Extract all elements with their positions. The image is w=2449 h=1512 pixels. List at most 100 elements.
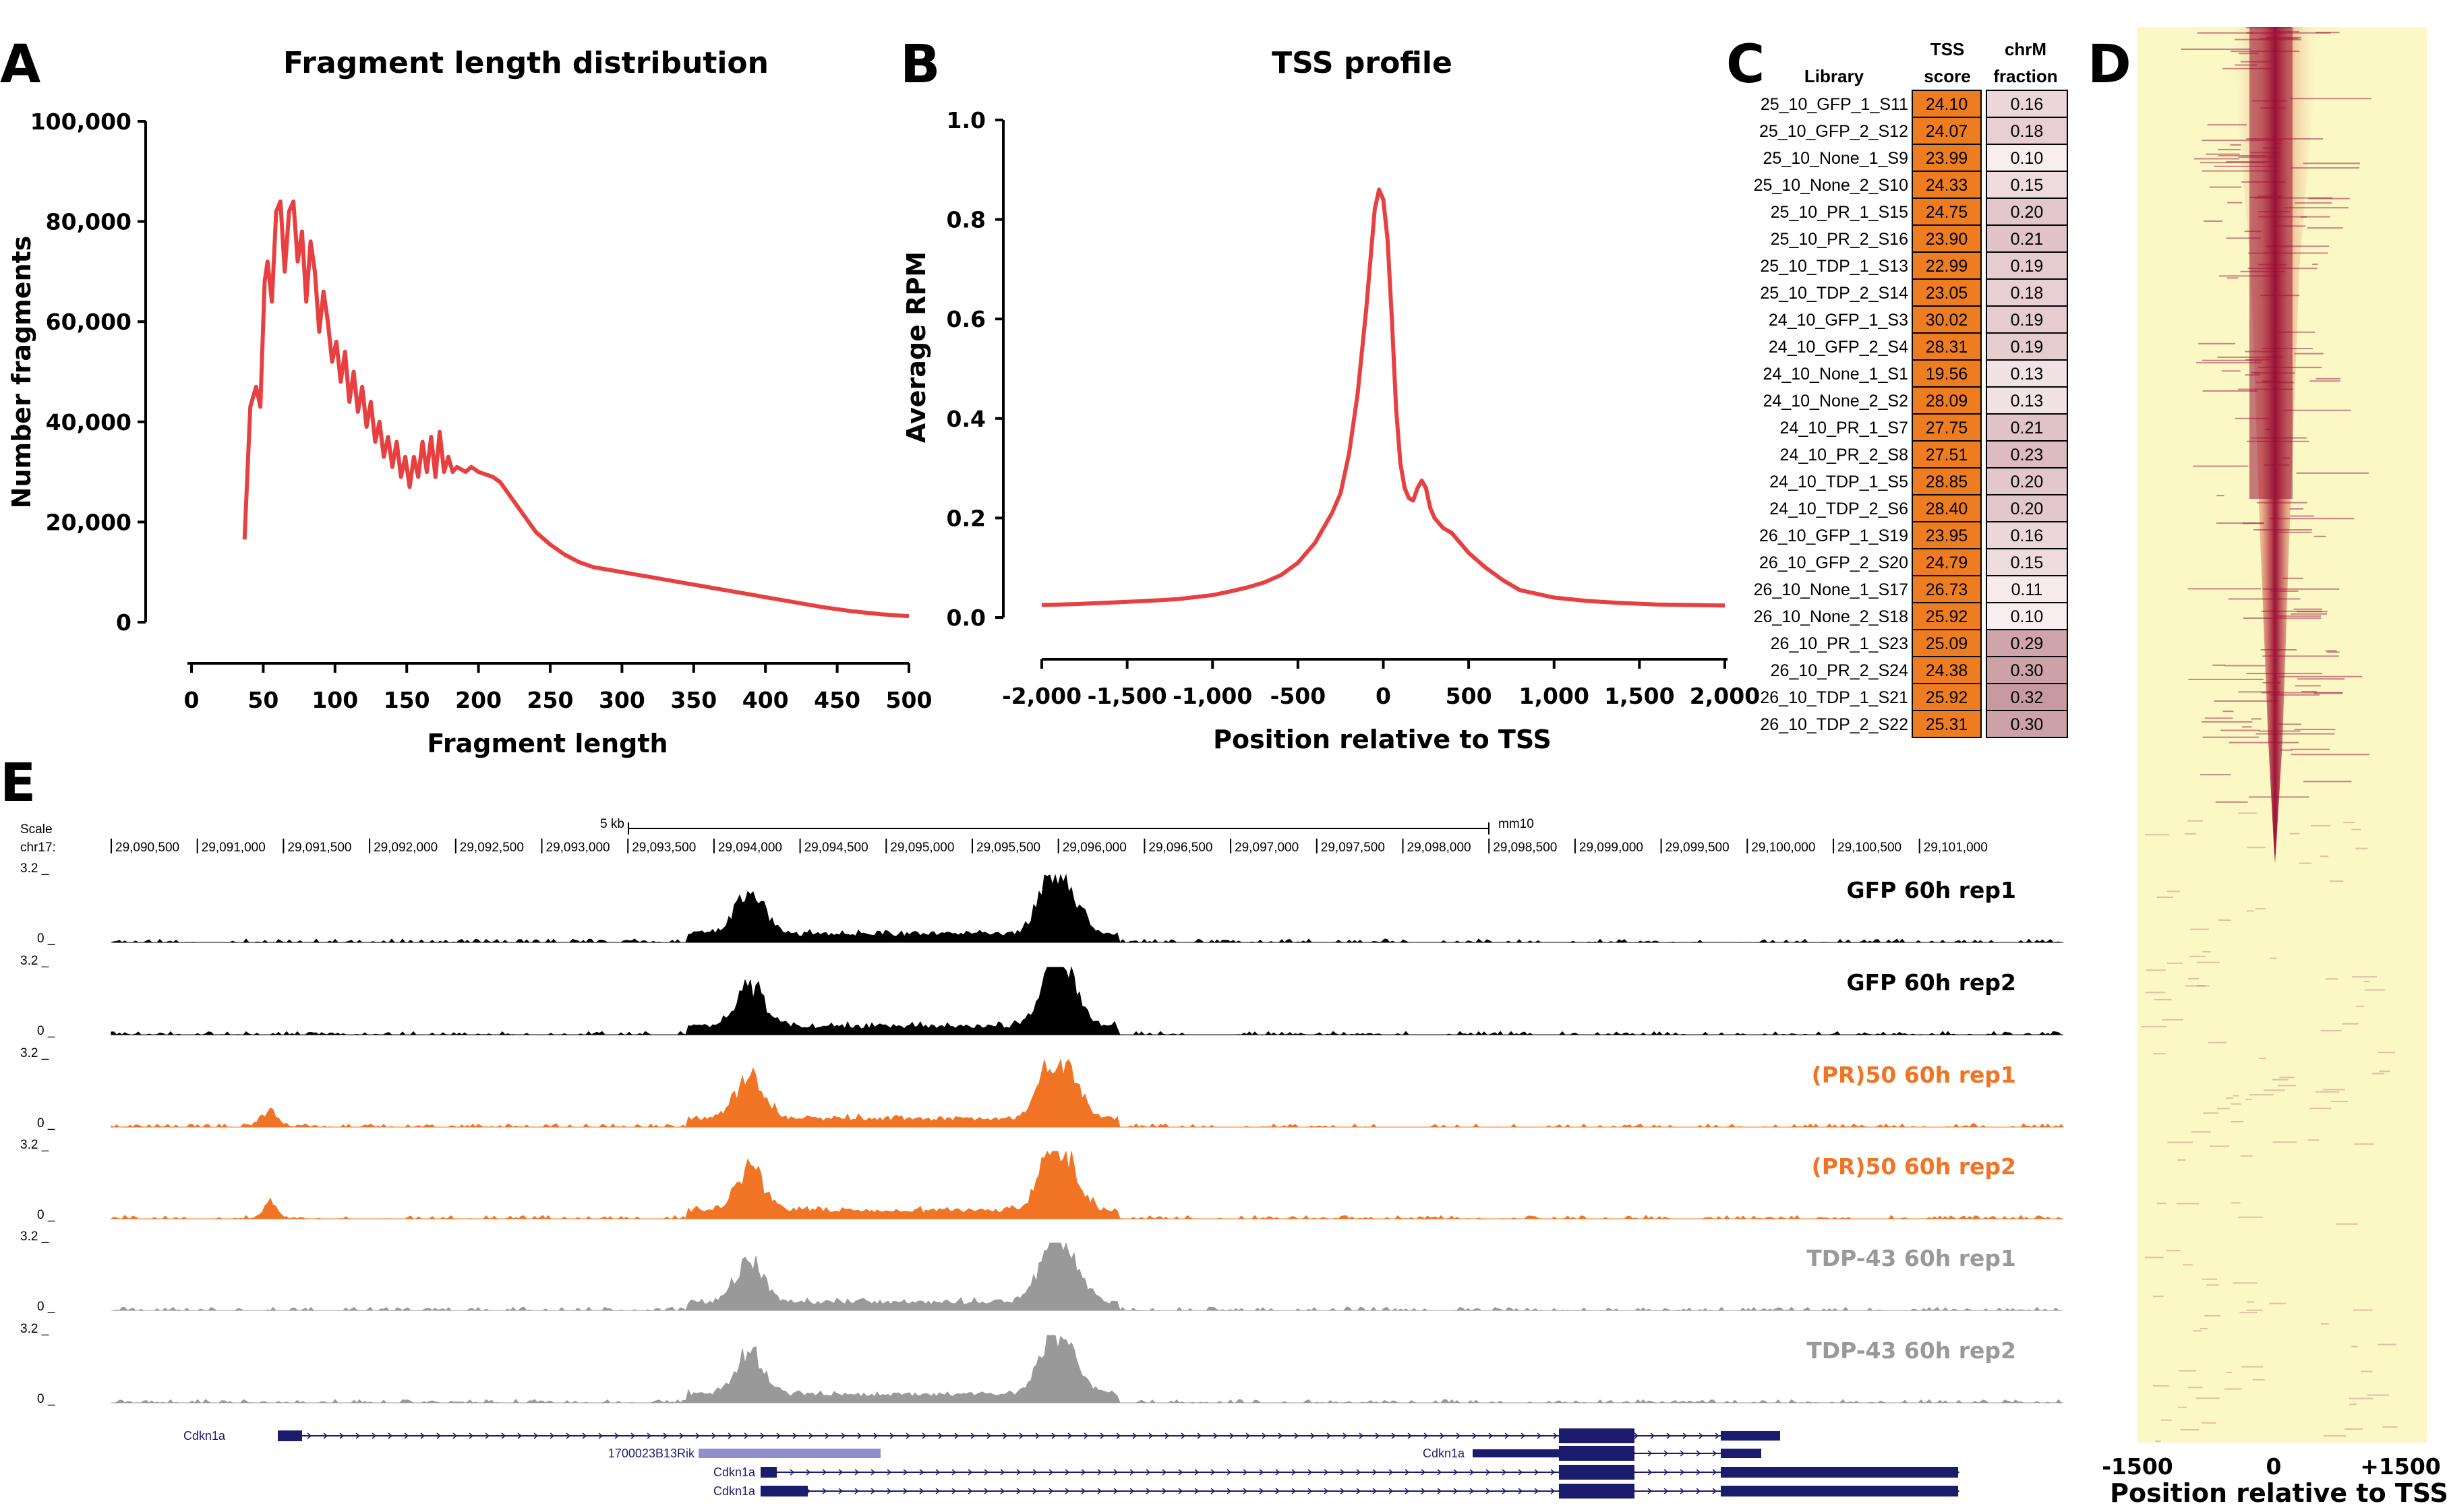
track-name: TDP-43 60h rep1 (1806, 1245, 2016, 1271)
table-cell-chrm: 0.23 (2011, 446, 2044, 464)
browser-chrom-label: chr17: (20, 841, 56, 855)
chart-b-title: TSS profile (1272, 46, 1452, 80)
table-cell-chrm-bg (1986, 359, 2068, 388)
table-cell-library: 25_10_None_1_S9 (1763, 149, 1908, 168)
coordinate-label: 29,098,500 (1493, 841, 1557, 855)
table-cell-tss: 23.95 (1926, 526, 1968, 545)
track: 3.2 _ 0 _ GFP 60h rep2 (20, 954, 2063, 1038)
table-cell-tss-bg (1912, 521, 1982, 549)
chart-a-y-tick-label: 80,000 (46, 209, 131, 235)
heatmap-tick-left: -1500 (2102, 1453, 2173, 1480)
coordinate-label: 29,098,000 (1407, 841, 1471, 855)
gene-exon (761, 1467, 777, 1478)
panel-label-d: D (2088, 34, 2131, 95)
coordinate-label: 29,100,000 (1751, 841, 1815, 855)
table-cell-library: 25_10_TDP_1_S13 (1760, 257, 1908, 276)
table-cell-library: 25_10_None_2_S10 (1754, 176, 1908, 195)
coordinate-label: 29,091,500 (287, 841, 351, 855)
table-cell-chrm: 0.21 (2011, 419, 2044, 437)
table-row: 26_10_GFP_2_S20 24.79 0.15 (1759, 548, 2068, 576)
table-row: 24_10_TDP_2_S6 28.40 0.20 (1769, 494, 2068, 522)
table-cell-chrm-bg (1986, 710, 2068, 738)
table-row: 26_10_TDP_2_S22 25.31 0.30 (1760, 710, 2068, 738)
table-cell-library: 26_10_None_2_S18 (1754, 607, 1908, 626)
heatmap-tick-right: +1500 (2360, 1453, 2441, 1480)
track-min-label: 0 _ (37, 1208, 55, 1222)
gene-exon (1721, 1449, 1761, 1458)
table-cell-chrm-bg (1986, 117, 2068, 145)
chart-a-x-tick-label: 0 (184, 687, 200, 713)
chart-b-y-ticks: 0.0 0.2 0.4 0.6 0.8 1.0 (947, 107, 1003, 631)
table-cell-chrm: 0.20 (2011, 473, 2044, 491)
table-cell-chrm-bg (1986, 144, 2068, 172)
table-cell-tss: 30.02 (1926, 311, 1968, 330)
table-row: 25_10_GFP_2_S12 24.07 0.18 (1759, 117, 2068, 145)
table-cell-tss: 24.79 (1926, 553, 1968, 572)
scale-bar-label: 5 kb (600, 817, 624, 831)
panel-label-a: A (0, 34, 40, 95)
table-cell-tss-bg (1912, 90, 1982, 118)
panel-label-b: B (900, 34, 940, 95)
table-cell-chrm: 0.13 (2011, 365, 2044, 384)
coordinate-label: 29,095,500 (976, 841, 1040, 855)
table-cell-tss: 25.92 (1926, 607, 1968, 626)
table-cell-library: 26_10_TDP_2_S22 (1760, 715, 1908, 734)
table-cell-tss-bg (1912, 494, 1982, 522)
gene-annotations: Cdkn1a 1700023B13Rik Cdkn1a Cdkn1a Cdkn1a (183, 1428, 1960, 1499)
track-min-label: 0 _ (37, 1392, 55, 1406)
table-cell-tss: 19.56 (1926, 365, 1968, 384)
table-cell-tss: 23.90 (1926, 230, 1968, 249)
track-min-label: 0 _ (37, 932, 55, 946)
table-cell-chrm-bg (1986, 602, 2068, 630)
table-cell-library: 24_10_TDP_1_S5 (1769, 473, 1908, 491)
table-cell-tss-bg (1912, 332, 1982, 361)
table-row: 24_10_TDP_1_S5 28.85 0.20 (1769, 467, 2068, 495)
gene-label: Cdkn1a (183, 1429, 226, 1443)
table-cell-chrm-bg (1986, 305, 2068, 334)
gene-exon (1721, 1431, 1780, 1441)
browser-scale-label: Scale (20, 822, 53, 837)
table-row: 24_10_None_1_S1 19.56 0.13 (1763, 359, 2068, 388)
table-header-library: Library (1804, 66, 1864, 86)
chart-b-x-tick-label: -500 (1270, 683, 1326, 709)
gene-exon (278, 1430, 302, 1441)
track-name: GFP 60h rep2 (1847, 969, 2016, 996)
coordinate-label: 29,100,500 (1837, 841, 1901, 855)
table-cell-chrm-bg (1986, 467, 2068, 495)
chart-a-x-tick-label: 500 (886, 687, 933, 713)
table-row: 24_10_PR_1_S7 27.75 0.21 (1780, 413, 2068, 442)
table-row: 26_10_None_2_S18 25.92 0.10 (1754, 602, 2068, 630)
chart-b-x-tick-label: 0 (1376, 683, 1391, 709)
coordinate-label: 29,095,000 (890, 841, 954, 855)
table-cell-chrm: 0.18 (2011, 122, 2044, 141)
table-cell-tss-bg (1912, 386, 1982, 415)
chart-a-x-tick-label: 350 (670, 687, 717, 713)
gene-exon (1559, 1484, 1634, 1499)
track: 3.2 _ 0 _ TDP-43 60h rep2 (20, 1322, 2063, 1406)
table-cell-tss-bg (1912, 171, 1982, 199)
table-header-tss: TSS score (1924, 39, 1970, 86)
coordinate-label: 29,094,000 (718, 841, 782, 855)
table-cell-chrm: 0.11 (2011, 580, 2043, 599)
table-cell-chrm: 0.19 (2011, 338, 2044, 357)
gene-exon (1559, 1446, 1634, 1461)
track-signal (111, 874, 2063, 943)
chart-a-y-label: Number fragments (7, 236, 36, 509)
track-max-label: 3.2 _ (20, 1138, 49, 1152)
table-cell-tss: 24.38 (1926, 661, 1968, 680)
coordinate-label: 29,092,500 (460, 841, 524, 855)
track-signal (111, 966, 2063, 1035)
table-cell-tss-bg (1912, 575, 1982, 603)
table-cell-chrm-bg (1986, 656, 2068, 684)
chart-a-y-ticks: 0 20,000 40,000 60,000 80,000 100,000 (30, 109, 146, 636)
table-cell-tss-bg (1912, 440, 1982, 468)
table-row: 25_10_PR_2_S16 23.90 0.21 (1771, 224, 2068, 253)
coordinate-label: 29,097,500 (1321, 841, 1385, 855)
gene-model: Cdkn1a (713, 1484, 1960, 1499)
gene-label: 1700023B13Rik (608, 1447, 695, 1460)
gene-label: Cdkn1a (1423, 1447, 1465, 1460)
table-row: 26_10_PR_2_S24 24.38 0.30 (1771, 656, 2068, 684)
table-cell-chrm: 0.30 (2011, 715, 2044, 734)
track-min-label: 0 _ (37, 1024, 55, 1038)
heatmap-x-label: Position relative to TSS (2110, 1478, 2448, 1508)
